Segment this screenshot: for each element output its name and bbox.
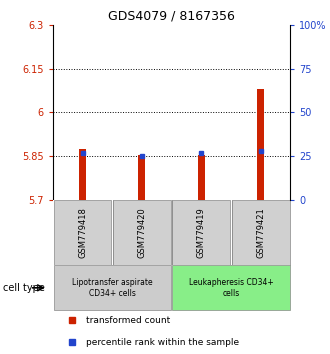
Bar bbox=[173, 265, 289, 310]
Text: GSM779419: GSM779419 bbox=[197, 207, 206, 258]
Bar bbox=[79, 149, 86, 200]
Bar bbox=[54, 265, 171, 310]
Bar bbox=[138, 155, 146, 200]
Bar bbox=[198, 155, 205, 200]
Text: percentile rank within the sample: percentile rank within the sample bbox=[86, 338, 239, 347]
Text: GSM779421: GSM779421 bbox=[256, 207, 265, 258]
Bar bbox=[113, 200, 171, 265]
Text: cell type: cell type bbox=[3, 283, 45, 293]
Text: GSM779420: GSM779420 bbox=[137, 207, 147, 258]
Text: GSM779418: GSM779418 bbox=[78, 207, 87, 258]
Bar bbox=[232, 200, 289, 265]
Title: GDS4079 / 8167356: GDS4079 / 8167356 bbox=[108, 9, 235, 22]
Text: Lipotransfer aspirate
CD34+ cells: Lipotransfer aspirate CD34+ cells bbox=[72, 278, 152, 297]
Text: transformed count: transformed count bbox=[86, 316, 170, 325]
Text: Leukapheresis CD34+
cells: Leukapheresis CD34+ cells bbox=[189, 278, 273, 297]
Bar bbox=[54, 200, 111, 265]
Bar bbox=[257, 89, 264, 200]
Bar bbox=[173, 200, 230, 265]
